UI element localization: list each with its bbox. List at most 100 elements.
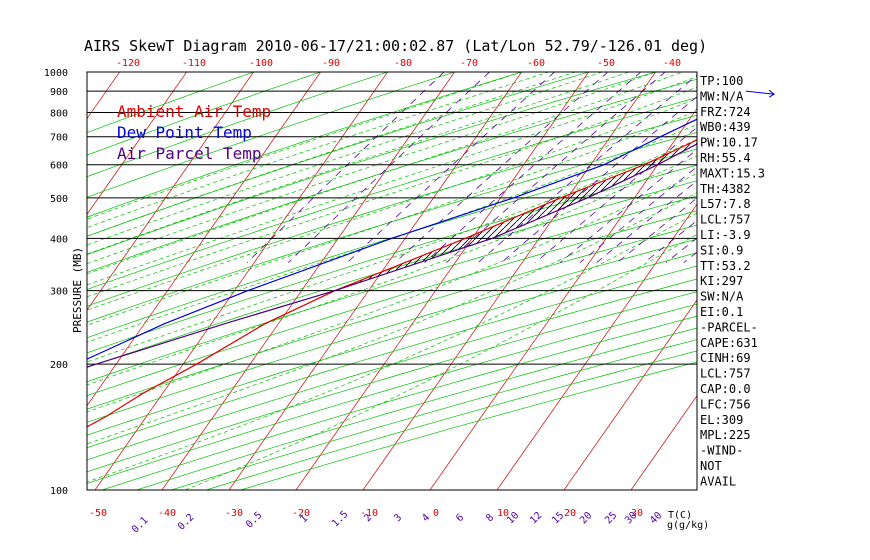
temp-tick-top: -120 xyxy=(116,58,140,69)
dry-adiabat xyxy=(87,224,697,410)
dry-adiabat xyxy=(87,78,697,273)
mixing-ratio-tick: 25 xyxy=(603,510,619,526)
index-item: CAPE:631 xyxy=(700,336,758,350)
index-item: TP:100 xyxy=(700,74,743,88)
dry-adiabat xyxy=(87,97,697,290)
moist-adiabat xyxy=(87,86,697,298)
moist-adiabat xyxy=(87,72,550,228)
legend-entry: Ambient Air Temp xyxy=(117,102,271,121)
dry-adiabat xyxy=(87,238,697,423)
index-item: LCL:757 xyxy=(700,213,751,227)
temp-tick-bottom: 10 xyxy=(497,508,509,519)
index-item: CAP:0.0 xyxy=(700,382,751,396)
index-item: LI:-3.9 xyxy=(700,228,751,242)
temp-tick-labels-bottom: -50 -40 -30 -20 -10 0 10 20 30 xyxy=(89,508,643,519)
dry-adiabat xyxy=(87,72,523,218)
pressure-tick-label: 200 xyxy=(50,360,68,371)
mixing-ratio-line xyxy=(394,72,609,263)
mixing-ratio-tick: 0.5 xyxy=(244,510,265,531)
isotherm xyxy=(825,63,870,499)
temp-tick-top: -70 xyxy=(460,58,478,69)
mixing-ratio-line xyxy=(579,166,697,263)
mixing-ratio-tick: 6 xyxy=(454,512,466,524)
y-axis-label: PRESSURE (MB) xyxy=(71,247,84,333)
index-item: WB0:439 xyxy=(700,120,751,134)
dry-adiabat xyxy=(171,339,697,490)
mixing-ratio-tick: 0.1 xyxy=(130,515,151,536)
moist-adiabat xyxy=(87,72,684,275)
temp-tick-bottom: -30 xyxy=(225,508,243,519)
isotherm xyxy=(228,72,523,490)
dry-adiabat xyxy=(87,72,590,237)
isotherm xyxy=(630,395,697,490)
isotherm xyxy=(161,72,456,490)
index-item: MW:N/A xyxy=(700,89,744,103)
isotherm xyxy=(87,72,322,407)
chart-title: AIRS SkewT Diagram 2010-06-17/21:00:02.8… xyxy=(84,37,707,55)
index-item: LFC:756 xyxy=(700,397,751,411)
temp-tick-top: -110 xyxy=(182,58,206,69)
isotherm xyxy=(563,299,697,490)
dry-adiabat xyxy=(87,195,697,383)
mixing-ratio-line xyxy=(246,72,445,263)
isotherm xyxy=(94,72,389,490)
moist-adiabat xyxy=(183,234,697,490)
dry-adiabat xyxy=(101,315,697,490)
index-item: TT:53.2 xyxy=(700,259,751,273)
mixing-ratio-line xyxy=(424,72,642,263)
pressure-tick-labels: 100 200 300 400 500 600 700 800 900 1000 xyxy=(44,68,68,497)
temp-tick-top: -60 xyxy=(527,58,545,69)
wind-barb xyxy=(746,89,775,98)
temp-tick-bottom: -10 xyxy=(360,508,378,519)
index-item: LCL:757 xyxy=(700,367,751,381)
isotherm xyxy=(758,63,870,499)
pressure-tick-label: 800 xyxy=(50,109,68,120)
isotherm xyxy=(496,203,697,490)
index-item: MAXT:15.3 xyxy=(700,166,765,180)
temp-tick-bottom: -20 xyxy=(292,508,310,519)
ambient-temp-line xyxy=(87,139,697,428)
index-item: NOT xyxy=(700,459,722,473)
temp-tick-top: -100 xyxy=(249,58,273,69)
pressure-tick-label: 300 xyxy=(50,287,68,298)
temp-tick-labels-top: -120 -110 -100 -90 -80 -70 -60 -50 -40 xyxy=(116,58,681,69)
moist-adiabat xyxy=(87,72,657,265)
dry-adiabat xyxy=(87,252,697,436)
temp-tick-bottom: 30 xyxy=(631,508,643,519)
mixing-ratio-tick: 4 xyxy=(420,512,432,524)
mixing-ratio-line xyxy=(288,72,491,263)
dewpoint-temp-line xyxy=(87,118,697,360)
pressure-tick-label: 1000 xyxy=(44,68,68,79)
plot-frame xyxy=(86,71,698,491)
mixing-ratio-line xyxy=(644,220,697,263)
moist-adiabat xyxy=(87,72,523,220)
temp-tick-top: -80 xyxy=(394,58,412,69)
index-item: SI:0.9 xyxy=(700,243,743,257)
pressure-tick-label: 600 xyxy=(50,161,68,172)
legend-entry: Air Parcel Temp xyxy=(117,144,262,163)
parcel-temp-line xyxy=(87,143,697,368)
index-item: PW:10.17 xyxy=(700,136,758,150)
index-item: TH:4382 xyxy=(700,182,751,196)
mixing-ratio-line xyxy=(617,197,697,263)
temp-tick-bottom: 20 xyxy=(564,508,576,519)
moist-adiabat xyxy=(87,72,577,237)
mixing-ratio-line xyxy=(596,180,697,263)
wind-barb-head xyxy=(768,89,775,98)
dry-adiabat xyxy=(87,132,697,323)
isotherm xyxy=(87,72,188,215)
temp-unit-label: T(C) xyxy=(668,510,692,521)
dry-adiabat xyxy=(240,361,697,490)
background-lines xyxy=(87,63,870,499)
dry-adiabat xyxy=(87,72,389,178)
index-item: MPL:225 xyxy=(700,428,751,442)
mixing-ratio-tick: 40 xyxy=(648,510,664,526)
index-item: KI:297 xyxy=(700,274,743,288)
mixing-ratio-tick: 20 xyxy=(578,510,594,526)
dry-adiabat xyxy=(87,72,322,156)
dry-adiabat xyxy=(87,72,456,198)
index-item: FRZ:724 xyxy=(700,105,751,119)
isotherm xyxy=(87,72,255,311)
temp-tick-bottom: 0 xyxy=(433,508,439,519)
mixing-ratio-tick: 1.5 xyxy=(330,509,351,530)
